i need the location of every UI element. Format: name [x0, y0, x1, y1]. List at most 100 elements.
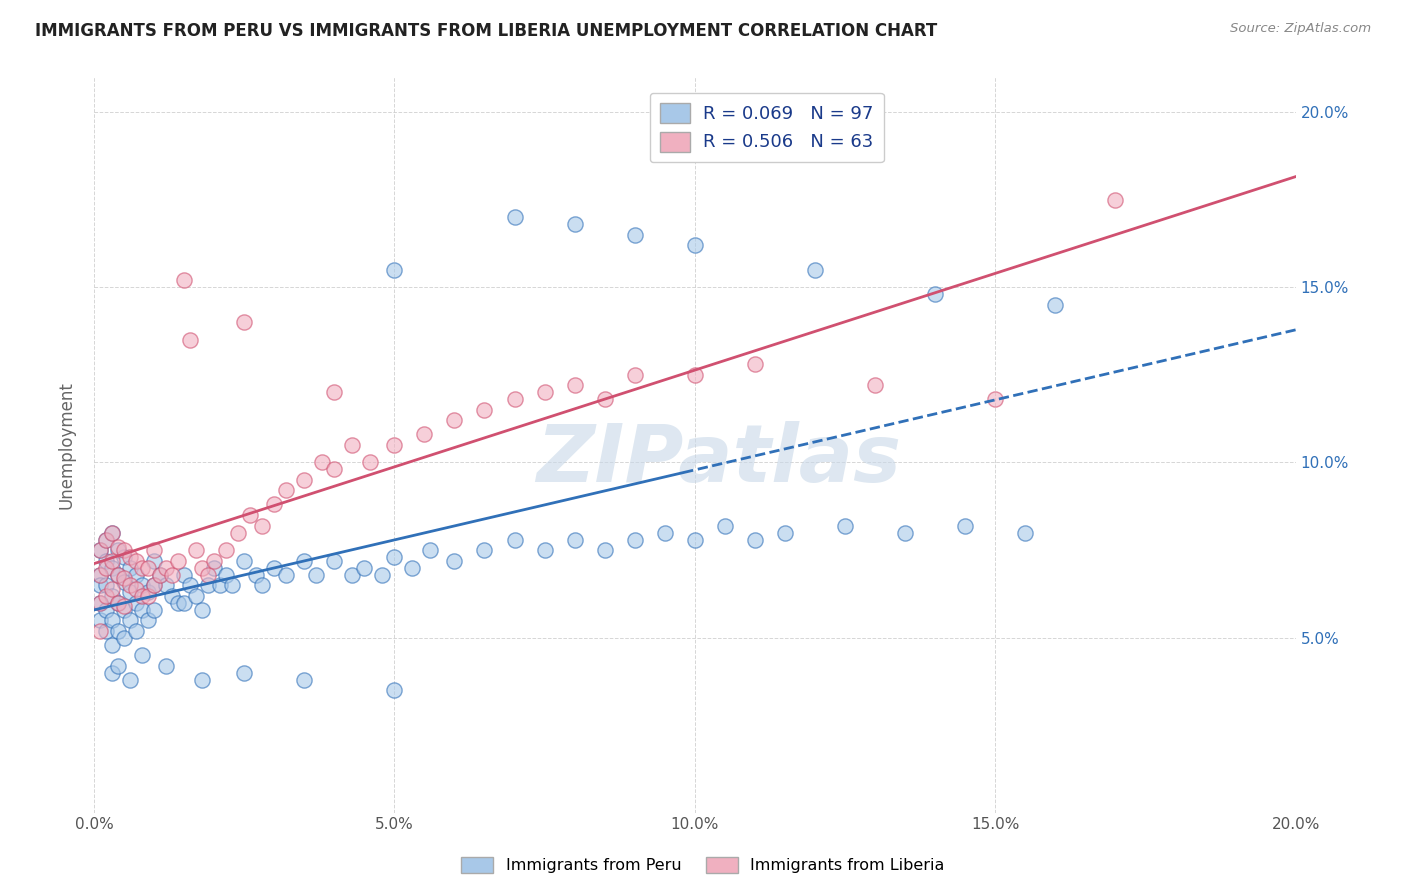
Point [953, 518, 976, 533]
Point [382, 438, 405, 452]
Point [292, 673, 315, 687]
Point [1014, 525, 1036, 540]
Point [533, 385, 555, 400]
Text: IMMIGRANTS FROM PERU VS IMMIGRANTS FROM LIBERIA UNEMPLOYMENT CORRELATION CHART: IMMIGRANTS FROM PERU VS IMMIGRANTS FROM … [35, 22, 938, 40]
Point [221, 578, 243, 592]
Point [101, 665, 124, 680]
Point [683, 533, 706, 547]
Point [359, 455, 381, 469]
Point [94, 578, 117, 592]
Point [101, 560, 124, 574]
Point [834, 518, 856, 533]
Point [323, 385, 346, 400]
Point [323, 553, 346, 567]
Point [353, 560, 375, 574]
Point [292, 553, 315, 567]
Point [371, 567, 394, 582]
Point [101, 553, 124, 567]
Point [263, 560, 285, 574]
Point [131, 589, 153, 603]
Point [233, 553, 256, 567]
Point [683, 368, 706, 382]
Point [125, 553, 148, 567]
Point [413, 427, 436, 442]
Point [112, 571, 135, 585]
Point [107, 540, 129, 554]
Point [107, 595, 129, 609]
Point [773, 525, 796, 540]
Point [107, 567, 129, 582]
Point [593, 543, 616, 558]
Point [683, 238, 706, 252]
Point [443, 413, 465, 427]
Point [131, 560, 153, 574]
Point [149, 567, 172, 582]
Point [94, 533, 117, 547]
Point [125, 595, 148, 609]
Point [89, 578, 111, 592]
Point [564, 218, 586, 232]
Point [118, 578, 141, 592]
Point [125, 624, 148, 638]
Point [94, 560, 117, 574]
Point [89, 595, 111, 609]
Point [250, 518, 273, 533]
Point [136, 585, 159, 599]
Point [191, 602, 214, 616]
Legend: R = 0.069   N = 97, R = 0.506   N = 63: R = 0.069 N = 97, R = 0.506 N = 63 [650, 93, 884, 162]
Point [155, 578, 177, 592]
Point [924, 287, 946, 301]
Point [323, 462, 346, 476]
Point [215, 543, 238, 558]
Point [276, 483, 298, 498]
Point [342, 438, 364, 452]
Point [179, 333, 201, 347]
Point [419, 543, 441, 558]
Point [382, 263, 405, 277]
Point [160, 567, 183, 582]
Point [107, 567, 129, 582]
Point [107, 658, 129, 673]
Point [167, 553, 190, 567]
Point [118, 560, 141, 574]
Point [149, 567, 172, 582]
Point [125, 582, 148, 596]
Point [101, 582, 124, 596]
Point [202, 553, 225, 567]
Point [342, 567, 364, 582]
Point [112, 599, 135, 613]
Point [131, 602, 153, 616]
Point [1045, 298, 1067, 312]
Point [89, 543, 111, 558]
Point [173, 567, 195, 582]
Point [564, 533, 586, 547]
Point [143, 578, 166, 592]
Point [112, 543, 135, 558]
Text: Source: ZipAtlas.com: Source: ZipAtlas.com [1230, 22, 1371, 36]
Point [101, 525, 124, 540]
Point [112, 574, 135, 589]
Point [593, 392, 616, 407]
Point [623, 533, 645, 547]
Point [744, 533, 766, 547]
Point [101, 589, 124, 603]
Point [744, 358, 766, 372]
Point [233, 316, 256, 330]
Point [101, 613, 124, 627]
Point [107, 543, 129, 558]
Point [136, 613, 159, 627]
Point [245, 567, 267, 582]
Point [401, 560, 423, 574]
Point [191, 560, 214, 574]
Point [263, 498, 285, 512]
Point [112, 631, 135, 645]
Point [94, 602, 117, 616]
Point [623, 368, 645, 382]
Point [714, 518, 737, 533]
Point [89, 595, 111, 609]
Point [233, 665, 256, 680]
Point [89, 567, 111, 582]
Legend: Immigrants from Peru, Immigrants from Liberia: Immigrants from Peru, Immigrants from Li… [456, 850, 950, 880]
Point [89, 567, 111, 582]
Point [503, 392, 526, 407]
